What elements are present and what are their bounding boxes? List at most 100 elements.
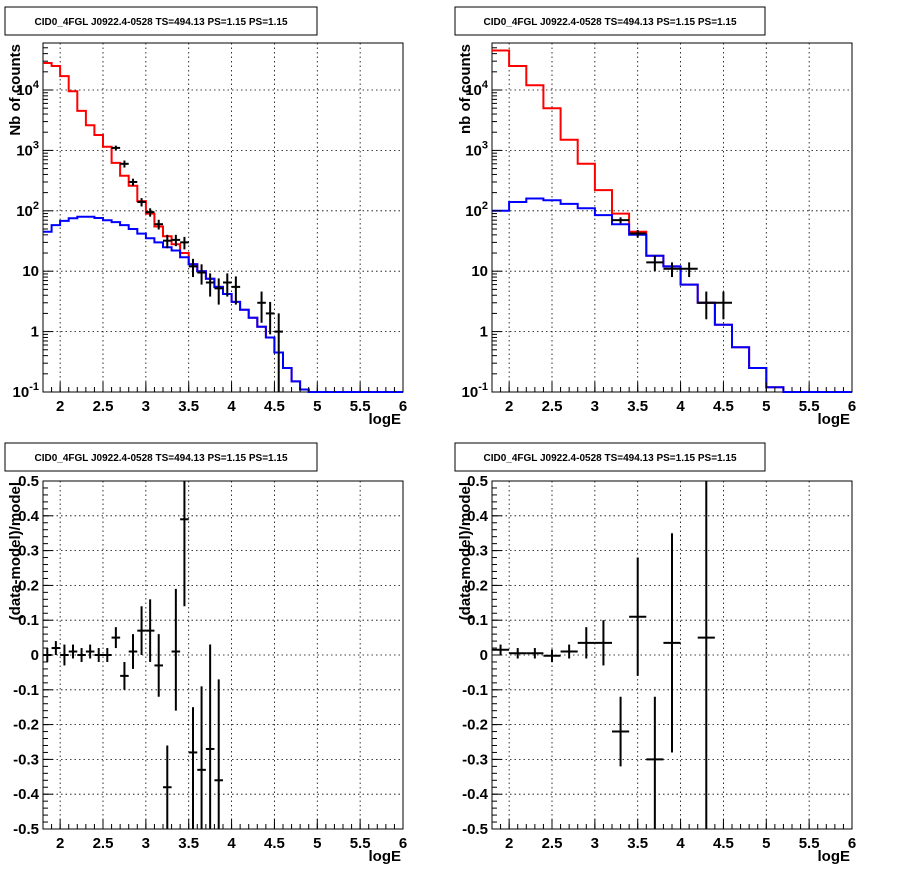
- data-point: [85, 644, 95, 659]
- data-point: [171, 588, 181, 711]
- data-point: [128, 178, 138, 186]
- data-point: [214, 679, 223, 829]
- data-point: [128, 634, 138, 669]
- title-box: [4, 6, 318, 36]
- x-tick-label: 2: [56, 835, 64, 852]
- x-tick-label: 4: [227, 398, 236, 415]
- y-tick-label: 103: [16, 139, 39, 159]
- x-tick-label: 3: [142, 835, 150, 852]
- data-point: [163, 234, 172, 249]
- y-tick-label: 10-1: [462, 381, 488, 401]
- panel-counts-right: CID0_4FGL J0922.4-0528 TS=494.13 PS=1.15…: [454, 6, 856, 428]
- x-tick-label: 5: [762, 398, 770, 415]
- x-axis-label: logE: [369, 848, 402, 865]
- data-point: [663, 533, 681, 753]
- y-tick-label: -0.5: [13, 821, 39, 838]
- data-point: [714, 291, 732, 320]
- y-axis-label: (data-model)/model: [457, 482, 474, 620]
- data-point: [663, 262, 681, 278]
- y-tick-label: 0.5: [467, 473, 488, 490]
- data-point: [145, 599, 155, 662]
- y-axis-ticks: 10-1 1 10 102 103 104: [462, 47, 502, 401]
- x-axis-ticks: 2 2.5 3 3.5 4 4.5 5 5.5 6: [42, 382, 407, 415]
- x-tick-label: 6: [848, 398, 856, 415]
- y-tick-label: 0.3: [18, 543, 39, 560]
- data-point: [197, 686, 206, 829]
- x-tick-label: 6: [848, 835, 856, 852]
- x-tick-label: 2.5: [542, 398, 563, 415]
- data-point: [543, 649, 561, 662]
- x-tick-label: 4.5: [264, 398, 285, 415]
- chart-title: CID0_4FGL J0922.4-0528 TS=494.13 PS=1.15…: [34, 453, 287, 464]
- x-axis-label: logE: [369, 411, 402, 428]
- y-tick-label: 103: [465, 139, 488, 159]
- x-axis-label: logE: [818, 411, 851, 428]
- chart-title: CID0_4FGL J0922.4-0528 TS=494.13 PS=1.15…: [483, 453, 736, 464]
- y-axis-ticks: -0.5 -0.4 -0.3 -0.2 -0.1 0 0.1 0.2 0.3 0.4 0.5: [13, 473, 53, 838]
- panel-counts-left: CID0_4FGL J0922.4-0528 TS=494.13 PS=1.15…: [4, 6, 407, 428]
- x-tick-label: 4: [676, 398, 685, 415]
- x-tick-label: 2: [56, 398, 64, 415]
- data-point: [51, 641, 61, 655]
- x-axis-ticks: 2 2.5 3 3.5 4 4.5 5 5.5 6: [491, 382, 856, 415]
- y-tick-label: -0.5: [462, 821, 488, 838]
- data-point: [60, 644, 69, 666]
- y-tick-label: 0.2: [467, 577, 488, 594]
- x-tick-label: 3.5: [627, 835, 648, 852]
- data-point: [163, 745, 172, 829]
- y-tick-label: -0.1: [13, 682, 39, 699]
- data-point: [697, 291, 715, 320]
- x-tick-label: 3: [142, 398, 150, 415]
- chart-title: CID0_4FGL J0922.4-0528 TS=494.13 PS=1.15…: [34, 17, 287, 28]
- x-tick-label: 5.5: [799, 835, 820, 852]
- y-tick-label: 1: [31, 324, 39, 341]
- y-tick-label: -0.1: [462, 682, 488, 699]
- y-tick-label: -0.3: [13, 751, 39, 768]
- data-point: [697, 481, 715, 829]
- data-point: [629, 230, 647, 238]
- title-box: [454, 6, 766, 36]
- data-point: [145, 208, 155, 217]
- data-point: [197, 264, 206, 285]
- data-point: [214, 278, 223, 305]
- data-point: [680, 262, 698, 278]
- data-point: [205, 273, 215, 297]
- x-tick-label: 2: [505, 835, 513, 852]
- y-tick-label: -0.4: [462, 786, 489, 803]
- x-tick-label: 5: [313, 398, 321, 415]
- y-tick-label: 0: [31, 647, 39, 664]
- title-box: [454, 442, 766, 472]
- data-point: [137, 198, 146, 207]
- y-axis-ticks: -0.5 -0.4 -0.3 -0.2 -0.1 0 0.1 0.2 0.3 0.4 0.5: [462, 473, 502, 838]
- x-tick-label: 5: [313, 835, 321, 852]
- plot-frame: [491, 42, 853, 393]
- y-tick-label: -0.2: [462, 717, 488, 734]
- y-axis-label: Nb of counts: [7, 44, 24, 136]
- x-tick-label: 4.5: [713, 835, 734, 852]
- y-axis-ticks: 10-1 1 10 102 103 104: [13, 47, 53, 401]
- x-tick-label: 3.5: [178, 398, 199, 415]
- y-tick-label: 1: [480, 324, 488, 341]
- x-tick-label: 6: [399, 398, 407, 415]
- data-point: [492, 644, 510, 655]
- data-point: [137, 606, 146, 655]
- x-tick-label: 2.5: [93, 835, 114, 852]
- plot-marks: [492, 49, 852, 393]
- data-point: [154, 219, 163, 230]
- y-tick-label: 102: [16, 200, 39, 220]
- y-tick-label: -0.2: [13, 717, 39, 734]
- y-tick-label: 0.3: [467, 543, 488, 560]
- data-point: [274, 313, 283, 392]
- y-tick-label: 0.2: [18, 577, 39, 594]
- data-point: [180, 481, 189, 607]
- x-tick-label: 3.5: [178, 835, 199, 852]
- data-point: [560, 644, 578, 659]
- y-tick-label: 104: [465, 79, 489, 99]
- y-tick-label: 0.4: [467, 508, 489, 525]
- x-tick-label: 4.5: [713, 398, 734, 415]
- model-step-line-1: [492, 197, 852, 393]
- data-point: [120, 661, 129, 690]
- y-axis-label: (data-model)/model: [7, 482, 24, 620]
- x-tick-label: 6: [399, 835, 407, 852]
- title-box: [4, 442, 318, 472]
